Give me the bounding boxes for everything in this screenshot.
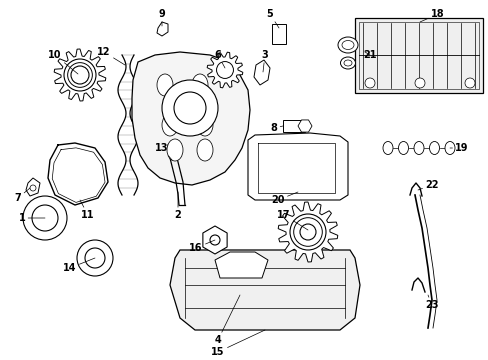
Ellipse shape <box>343 60 351 66</box>
Circle shape <box>71 66 89 84</box>
Circle shape <box>289 214 325 250</box>
Circle shape <box>77 240 113 276</box>
Polygon shape <box>247 133 347 200</box>
Circle shape <box>216 62 233 78</box>
Circle shape <box>32 205 58 231</box>
Text: 12: 12 <box>97 47 125 65</box>
Circle shape <box>23 196 67 240</box>
Ellipse shape <box>413 141 423 154</box>
Circle shape <box>30 185 36 191</box>
Polygon shape <box>297 120 311 132</box>
Ellipse shape <box>162 114 178 136</box>
Polygon shape <box>157 22 168 36</box>
Polygon shape <box>203 226 226 254</box>
Circle shape <box>67 63 92 87</box>
Text: 20: 20 <box>271 192 297 205</box>
Bar <box>358 22 478 89</box>
Circle shape <box>464 78 474 88</box>
Polygon shape <box>26 178 40 196</box>
Ellipse shape <box>337 37 357 53</box>
Bar <box>283 120 305 132</box>
Circle shape <box>174 92 205 124</box>
Text: 17: 17 <box>277 210 307 230</box>
Text: 19: 19 <box>449 143 468 153</box>
Ellipse shape <box>180 94 196 116</box>
Circle shape <box>414 78 424 88</box>
Text: 14: 14 <box>63 258 95 273</box>
Text: 23: 23 <box>425 295 438 310</box>
Circle shape <box>205 231 224 249</box>
Text: 22: 22 <box>417 180 438 190</box>
Polygon shape <box>278 202 337 262</box>
Ellipse shape <box>340 57 355 69</box>
Circle shape <box>85 248 105 268</box>
Ellipse shape <box>197 139 213 161</box>
Polygon shape <box>170 250 359 330</box>
Text: 7: 7 <box>15 188 30 203</box>
Circle shape <box>209 235 220 245</box>
Text: 9: 9 <box>158 9 165 26</box>
Circle shape <box>64 59 96 91</box>
Ellipse shape <box>382 141 392 154</box>
Polygon shape <box>132 52 249 185</box>
Ellipse shape <box>398 141 407 154</box>
Text: 2: 2 <box>174 192 181 220</box>
Text: 21: 21 <box>363 50 376 60</box>
Polygon shape <box>54 49 105 101</box>
Circle shape <box>293 218 322 246</box>
Ellipse shape <box>197 114 213 136</box>
Circle shape <box>162 80 218 136</box>
Polygon shape <box>215 252 267 278</box>
Polygon shape <box>253 60 269 85</box>
Bar <box>354 18 482 93</box>
Bar <box>271 24 285 44</box>
Text: 8: 8 <box>270 123 283 133</box>
Ellipse shape <box>341 41 353 50</box>
Ellipse shape <box>167 139 183 161</box>
Polygon shape <box>207 52 243 88</box>
Text: 13: 13 <box>155 143 172 160</box>
Ellipse shape <box>192 74 207 96</box>
Text: 3: 3 <box>261 50 268 72</box>
Ellipse shape <box>157 74 173 96</box>
Text: 5: 5 <box>266 9 279 28</box>
Text: 11: 11 <box>80 200 95 220</box>
Text: 18: 18 <box>419 9 444 22</box>
Circle shape <box>299 224 315 240</box>
Text: 1: 1 <box>19 213 45 223</box>
Text: 4: 4 <box>214 295 240 345</box>
Text: 10: 10 <box>48 50 78 74</box>
Text: 15: 15 <box>211 330 264 357</box>
Ellipse shape <box>444 141 454 154</box>
Ellipse shape <box>428 141 439 154</box>
Circle shape <box>364 78 374 88</box>
Text: 6: 6 <box>214 50 224 68</box>
Text: 16: 16 <box>189 240 215 253</box>
